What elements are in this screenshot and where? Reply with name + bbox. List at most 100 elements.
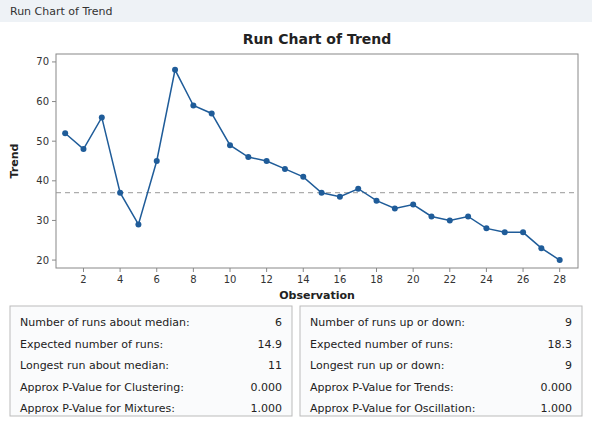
stats-box-bg	[10, 306, 292, 416]
stats-label: Expected number of runs:	[20, 338, 163, 351]
x-tick	[449, 268, 450, 272]
stats-value: 9	[565, 359, 572, 372]
stats-value: 9	[565, 316, 572, 329]
stats-box: Number of runs up or down: 9 Expected numb…	[300, 306, 582, 416]
header-bg	[0, 0, 592, 22]
point	[557, 257, 563, 263]
x-tick-label: 18	[370, 274, 383, 285]
median-line	[56, 192, 578, 193]
point	[282, 166, 288, 172]
point	[319, 190, 325, 196]
x-tick-label: 14	[297, 274, 310, 285]
y-tick-label: 30	[36, 215, 49, 226]
point	[154, 158, 160, 164]
x-tick-label: 10	[224, 274, 237, 285]
point	[483, 225, 489, 231]
plot-data	[56, 67, 578, 263]
x-label: Observation	[279, 289, 355, 302]
series-line	[65, 70, 560, 260]
point	[374, 198, 380, 204]
x-tick-label: 26	[517, 274, 530, 285]
stats-label: Number of runs about median:	[20, 316, 190, 329]
plot-frame	[56, 54, 578, 268]
point	[135, 221, 141, 227]
x-tick	[413, 268, 414, 272]
point	[428, 213, 434, 219]
stats-label: Approx P-Value for Trends:	[310, 381, 454, 394]
x-tick	[193, 268, 194, 272]
stats-value: 0.000	[541, 381, 573, 394]
stats-value: 18.3	[548, 338, 573, 351]
y-label: Trend	[8, 144, 21, 179]
x-tick-label: 12	[260, 274, 273, 285]
x-tick-label: 16	[334, 274, 347, 285]
point	[520, 229, 526, 235]
point	[190, 103, 196, 109]
stats-label: Approx P-Value for Oscillation:	[310, 402, 475, 415]
axes: 246810121416182022242628203040506070	[36, 56, 566, 285]
point	[465, 213, 471, 219]
point	[80, 146, 86, 152]
x-tick	[303, 268, 304, 272]
x-tick-label: 28	[553, 274, 566, 285]
x-tick-label: 22	[443, 274, 456, 285]
point	[300, 174, 306, 180]
point	[117, 190, 123, 196]
point	[538, 245, 544, 251]
stats-box: Number of runs about median: 6 Expected nu…	[10, 306, 292, 416]
x-tick-label: 20	[407, 274, 420, 285]
y-tick-label: 40	[36, 175, 49, 186]
stats-value: 14.9	[258, 338, 283, 351]
stats-value: 0.000	[251, 381, 283, 394]
point	[99, 114, 105, 120]
x-tick	[83, 268, 84, 272]
y-tick	[52, 220, 56, 221]
x-tick	[120, 268, 121, 272]
stats-box-bg	[300, 306, 582, 416]
stats-label: Approx P-Value for Clustering:	[20, 381, 184, 394]
x-tick	[523, 268, 524, 272]
stats-value: 11	[268, 359, 282, 372]
stats-label: Longest run up or down:	[310, 359, 444, 372]
x-tick	[486, 268, 487, 272]
x-tick	[156, 268, 157, 272]
x-tick	[339, 268, 340, 272]
stats-label: Approx P-Value for Mixtures:	[20, 402, 175, 415]
stats-value: 1.000	[541, 402, 573, 415]
point	[502, 229, 508, 235]
point	[410, 202, 416, 208]
point	[264, 158, 270, 164]
chart: Run Chart of TrendRun Chart of Trend2468…	[0, 0, 592, 421]
point	[245, 154, 251, 160]
title: Run Chart of Trend	[243, 31, 392, 47]
point	[355, 186, 361, 192]
x-tick-label: 2	[80, 274, 86, 285]
stats-value: 6	[275, 316, 282, 329]
x-tick	[559, 268, 560, 272]
stats-label: Expected number of runs:	[310, 338, 453, 351]
stats-label: Number of runs up or down:	[310, 316, 465, 329]
stats-label: Longest run about median:	[20, 359, 169, 372]
x-tick-label: 6	[154, 274, 160, 285]
header: Run Chart of Trend	[0, 0, 592, 22]
point	[337, 194, 343, 200]
x-tick-label: 8	[190, 274, 196, 285]
x-tick	[376, 268, 377, 272]
point	[209, 110, 215, 116]
x-tick-label: 4	[117, 274, 123, 285]
y-tick-label: 20	[36, 255, 49, 266]
y-tick	[52, 61, 56, 62]
x-tick	[266, 268, 267, 272]
y-tick	[52, 141, 56, 142]
y-tick	[52, 260, 56, 261]
x-tick-label: 24	[480, 274, 493, 285]
point	[62, 130, 68, 136]
y-tick-label: 50	[36, 136, 49, 147]
y-tick	[52, 180, 56, 181]
point	[447, 217, 453, 223]
y-tick-label: 70	[36, 56, 49, 67]
stats-value: 1.000	[251, 402, 283, 415]
window-title: Run Chart of Trend	[10, 5, 113, 18]
y-tick-label: 60	[36, 96, 49, 107]
x-tick	[230, 268, 231, 272]
